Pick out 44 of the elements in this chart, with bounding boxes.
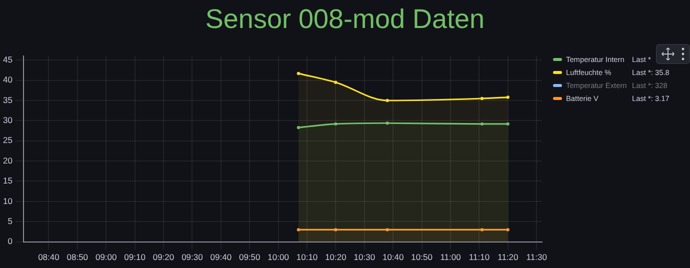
point [334, 122, 338, 126]
point [506, 122, 510, 126]
x-tick-label: 09:20 [152, 252, 174, 262]
point [386, 228, 389, 232]
y-tick-label: 15 [2, 176, 13, 186]
x-tick-label: 11:00 [440, 252, 462, 262]
x-tick-label: 10:40 [382, 252, 404, 262]
point [386, 98, 389, 102]
y-tick-label: 40 [2, 74, 13, 85]
point [506, 228, 510, 232]
y-tick-label: 0 [8, 236, 13, 246]
point [296, 228, 300, 232]
x-tick-label: 09:30 [182, 252, 204, 262]
x-tick-label: 09:10 [124, 252, 146, 262]
x-tick-label: 09:00 [95, 252, 118, 262]
x-tick-label: 09:40 [210, 252, 232, 262]
point [480, 96, 484, 100]
x-tick-label: 11:20 [498, 252, 519, 262]
x-tick-label: 11:10 [468, 252, 490, 262]
chart-title: Sensor 008-mod Daten [204, 4, 486, 35]
point [296, 126, 300, 130]
x-tick-label: 11:30 [526, 252, 548, 262]
point [334, 228, 338, 232]
y-tick-label: 25 [2, 135, 13, 146]
point [480, 228, 484, 232]
y-tick-label: 20 [2, 155, 13, 166]
y-tick-label: 35 [2, 94, 13, 105]
x-tick-label: 10:10 [296, 252, 318, 262]
point [506, 96, 510, 99]
point [334, 80, 338, 84]
x-tick-label: 08:40 [38, 252, 60, 262]
y-tick-label: 45 [2, 54, 13, 64]
x-tick-label: 08:50 [66, 252, 88, 262]
y-tick-label: 30 [2, 115, 13, 126]
point [386, 122, 389, 125]
x-tick-label: 10:50 [411, 252, 433, 262]
x-tick-label: 10:00 [268, 252, 290, 262]
y-tick-label: 5 [8, 216, 13, 226]
y-tick-label: 10 [2, 196, 13, 206]
point [480, 122, 484, 126]
x-tick-label: 10:30 [354, 252, 376, 262]
x-tick-label: 09:50 [238, 252, 261, 262]
point [296, 72, 300, 76]
x-tick-label: 10:20 [325, 252, 347, 262]
